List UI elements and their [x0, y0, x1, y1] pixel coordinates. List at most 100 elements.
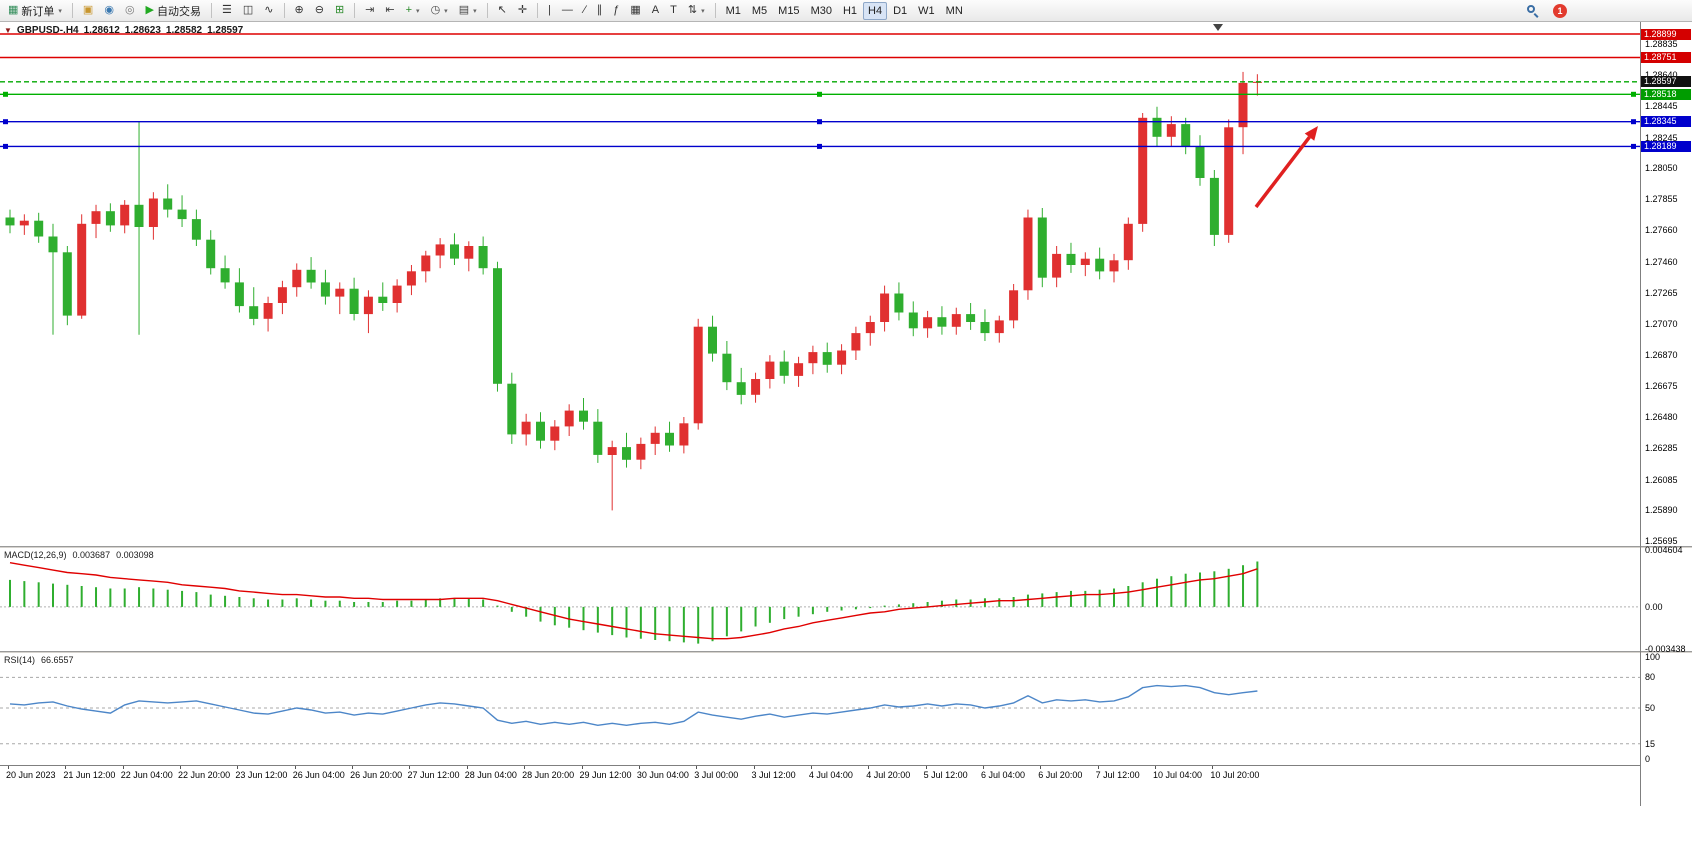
support-line-green-handle[interactable]	[3, 91, 8, 97]
time-axis-label: 26 Jun 04:00	[292, 770, 345, 780]
crosshair-button[interactable]: ✛	[513, 2, 532, 20]
cursor-icon: ↖	[497, 4, 507, 16]
mql5-button[interactable]: ◎	[120, 2, 140, 20]
notification-badge[interactable]: 1	[1553, 3, 1567, 18]
time-axis-label: 4 Jul 04:00	[808, 770, 853, 780]
support-line-green-handle[interactable]	[817, 91, 822, 97]
support-line-blue-2-handle[interactable]	[3, 143, 8, 149]
cursor-button[interactable]: ↖	[493, 2, 512, 20]
support-line-blue-2-handle[interactable]	[1631, 143, 1636, 149]
time-axis-tick	[1212, 766, 1214, 769]
horizontal-line-icon: —	[561, 4, 573, 16]
macd-histogram	[9, 561, 1259, 644]
price-axis-label: 1.26480	[1645, 411, 1678, 422]
zoom-out-button[interactable]: ⊖	[310, 2, 329, 20]
time-axis-tick	[982, 766, 984, 769]
price-axis-label: 1.28445	[1645, 100, 1678, 111]
support-line-blue-1-handle[interactable]	[3, 119, 8, 125]
rsi-axis-label: 50	[1645, 703, 1656, 713]
shapes-button[interactable]: ▦	[625, 2, 645, 20]
timeframe-m1-button-label: M1	[725, 4, 741, 17]
panel-separator[interactable]	[0, 546, 1692, 548]
annotation-arrow[interactable]	[1254, 126, 1318, 209]
horizontal-line-button[interactable]: —	[557, 2, 578, 20]
price-axis-label: 1.28245	[1645, 132, 1678, 143]
time-axis-tick	[753, 766, 755, 769]
resistance-line-2-price-badge: 1.28751	[1641, 51, 1691, 63]
toolbar-separator	[354, 3, 356, 18]
time-axis-tick	[294, 766, 296, 769]
time-axis-label: 4 Jul 20:00	[866, 770, 911, 780]
arrows-button[interactable]: ⇅ ▾	[683, 2, 710, 20]
time-axis[interactable]: 20 Jun 2023 21 Jun 12:00 22 Jun 04:00 22 Ju…	[0, 765, 1640, 783]
timeframe-w1-button[interactable]: W1	[913, 2, 940, 20]
search-icon[interactable]	[1527, 4, 1539, 18]
time-axis-tick	[1097, 766, 1099, 769]
periods-button[interactable]: ◷ ▾	[426, 2, 453, 20]
candlestick-chart-button[interactable]: ◫	[238, 2, 258, 20]
market-icon: ▣	[82, 4, 94, 16]
zoom-in-button[interactable]: ⊕	[290, 2, 309, 20]
price-axis-label: 1.27660	[1645, 225, 1678, 236]
text-label-button[interactable]: T	[665, 2, 682, 20]
timeframe-h1-button[interactable]: H1	[838, 2, 862, 20]
support-line-blue-1-handle[interactable]	[817, 119, 822, 125]
support-line-blue-1-handle[interactable]	[1631, 119, 1636, 125]
tile-windows-icon: ⊞	[334, 4, 345, 16]
mql5-icon: ◎	[124, 4, 135, 16]
panel-separator[interactable]	[0, 651, 1692, 653]
vertical-line-button[interactable]: |	[543, 2, 556, 20]
macd-axis-label: 0.00	[1645, 601, 1663, 612]
rsi-indicator-panel[interactable]	[0, 653, 1640, 763]
time-axis-tick	[237, 766, 239, 769]
market-button[interactable]: ▣	[78, 2, 98, 20]
time-axis-tick	[696, 766, 698, 769]
auto-scroll-button[interactable]: ⇥	[360, 2, 379, 20]
price-axis-label: 1.27855	[1645, 194, 1678, 205]
new-order-button-label: 新订单	[21, 5, 55, 18]
timeframe-m15-button[interactable]: M15	[773, 2, 804, 20]
bar-chart-button[interactable]: ☰	[217, 2, 237, 20]
time-axis-tick	[1155, 766, 1156, 769]
line-chart-button[interactable]: ∿	[259, 2, 278, 20]
one-click-trading-toggle[interactable]: ▼	[4, 26, 12, 35]
ohlc-high: 1.28623	[124, 25, 161, 36]
chart-shift-button[interactable]: ⇤	[380, 2, 399, 20]
chart-shift-marker[interactable]	[1213, 24, 1223, 31]
time-axis-label: 5 Jul 12:00	[923, 770, 968, 780]
macd-axis-label: -0.003438	[1645, 644, 1686, 654]
chart-shift-icon: ⇤	[385, 4, 395, 16]
trendline-button[interactable]: ∕	[579, 2, 591, 20]
text-button[interactable]: A	[647, 2, 664, 20]
time-axis-label: 10 Jul 20:00	[1210, 770, 1260, 780]
dropdown-arrow-icon: ▾	[701, 7, 705, 15]
timeframe-m5-button[interactable]: M5	[747, 2, 772, 20]
templates-button[interactable]: ▤ ▾	[454, 2, 482, 20]
dropdown-arrow-icon: ▾	[416, 7, 420, 15]
timeframe-m1-button[interactable]: M1	[721, 2, 746, 20]
chart-title: ▼ GBPUSD-.H4 1.28612 1.28623 1.28582 1.2…	[4, 25, 243, 36]
new-order-button[interactable]: ▦ 新订单 ▾	[3, 2, 67, 20]
community-button[interactable]: ◉	[99, 2, 119, 20]
support-line-green-handle[interactable]	[1631, 91, 1636, 97]
rsi-name: RSI(14)	[4, 655, 36, 665]
time-axis-label: 28 Jun 20:00	[522, 770, 575, 780]
indicators-button[interactable]: + ▾	[401, 2, 425, 20]
price-axis[interactable]: 1.28835 1.28640 1.28445 1.28245 1.28050 1.278…	[1641, 22, 1692, 806]
autotrading-button[interactable]: ▶ 自动交易	[141, 2, 206, 20]
fibonacci-button[interactable]: ƒ	[608, 2, 624, 20]
support-line-blue-2-handle[interactable]	[817, 143, 822, 149]
support-line-blue-1-price-badge: 1.28345	[1641, 116, 1691, 128]
autotrading-button-label: 自动交易	[157, 5, 202, 18]
rsi-axis-label: 80	[1645, 672, 1656, 683]
timeframe-d1-button-label: D1	[893, 4, 908, 17]
timeframe-d1-button[interactable]: D1	[888, 2, 912, 20]
channel-button[interactable]: ∥	[592, 2, 608, 20]
time-axis-tick	[180, 766, 182, 769]
timeframe-m30-button[interactable]: M30	[806, 2, 837, 20]
tile-windows-button[interactable]: ⊞	[330, 2, 349, 20]
timeframe-mn-button[interactable]: MN	[941, 2, 968, 20]
timeframe-h4-button[interactable]: H4	[863, 1, 888, 20]
price-chart[interactable]	[0, 22, 1640, 546]
macd-indicator-panel[interactable]	[0, 548, 1640, 651]
